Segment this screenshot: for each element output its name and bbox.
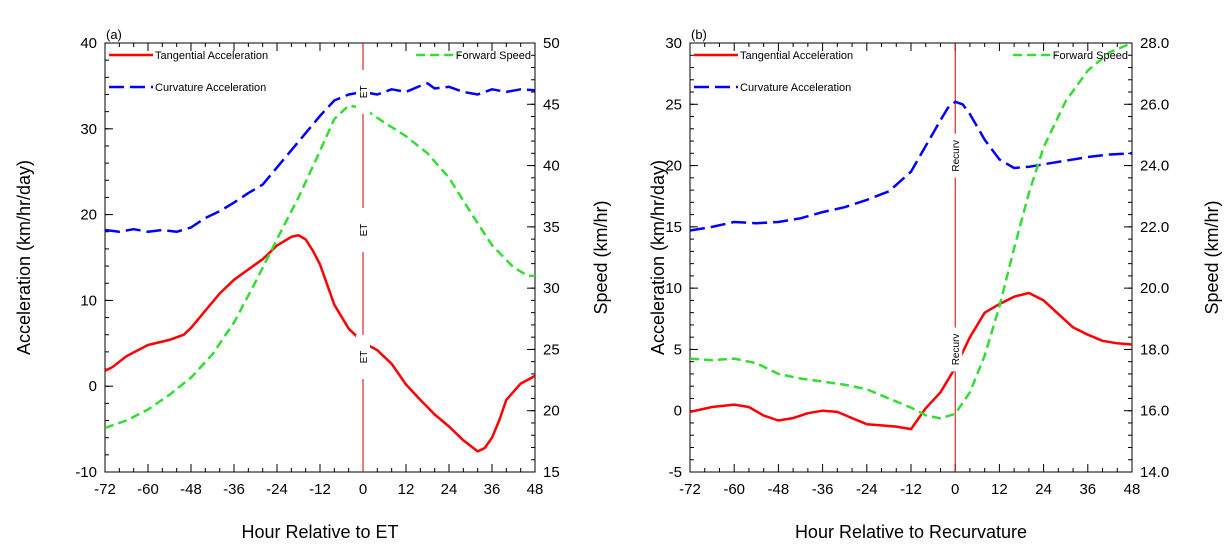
y2-tick-label: 20 bbox=[543, 403, 560, 420]
x-tick-label: -72 bbox=[94, 481, 116, 498]
y2-tick-label: 24.0 bbox=[1140, 158, 1169, 175]
marker-label-bg bbox=[356, 69, 370, 114]
x-tick-label: -60 bbox=[723, 481, 745, 498]
y2-tick-label: 30 bbox=[543, 280, 560, 297]
marker-label-bg bbox=[356, 335, 370, 380]
marker-label-bg bbox=[948, 327, 963, 372]
y-tick-label: 15 bbox=[665, 219, 682, 236]
y2-axis-title: Speed (km/hr) bbox=[591, 200, 611, 314]
x-tick-label: 48 bbox=[1124, 481, 1141, 498]
y-tick-label: 0 bbox=[89, 378, 97, 395]
y2-tick-label: 18.0 bbox=[1140, 341, 1169, 358]
y-tick-label: 20 bbox=[665, 158, 682, 175]
panel-b: -72 -60 -48 -36 -24 -12 0 12 24 36 48 -5 0 5 10 15 20 25 3… bbox=[648, 27, 1222, 542]
x-tick-label: 36 bbox=[484, 481, 501, 498]
y2-tick-label: 16.0 bbox=[1140, 403, 1169, 420]
x-tick-label: 24 bbox=[1035, 481, 1052, 498]
y-tick-label: 20 bbox=[80, 207, 97, 224]
y2-tick-label: 22.0 bbox=[1140, 219, 1169, 236]
legend-label: Curvature Acceleration bbox=[740, 82, 851, 94]
y-tick-label: 40 bbox=[80, 35, 97, 52]
legend-label: Forward Speed bbox=[456, 50, 531, 62]
panel-a: -72 -60 -48 -36 -24 -12 0 12 24 36 48 -10 0 10 20 30 40 1… bbox=[14, 27, 611, 542]
y-tick-label: 10 bbox=[80, 292, 97, 309]
legend-label: Tangential Acceleration bbox=[155, 50, 268, 62]
marker-label: Recurv bbox=[951, 334, 962, 366]
y2-tick-label: 14.0 bbox=[1140, 464, 1169, 481]
x-tick-label: -48 bbox=[768, 481, 790, 498]
x-tick-label: 0 bbox=[359, 481, 367, 498]
series-line-curvature-acceleration bbox=[690, 100, 1132, 232]
panel-label: (b) bbox=[691, 27, 707, 42]
series-line-tangential-acceleration bbox=[105, 233, 535, 453]
y-tick-label: 0 bbox=[674, 403, 682, 420]
marker-label: ET bbox=[359, 224, 370, 237]
x-tick-label: 24 bbox=[441, 481, 458, 498]
marker-label: ET bbox=[359, 86, 370, 99]
y-tick-label: 5 bbox=[674, 341, 682, 358]
legend-label: Tangential Acceleration bbox=[740, 50, 853, 62]
y2-tick-label: 26.0 bbox=[1140, 96, 1169, 113]
y-tick-label: 30 bbox=[665, 35, 682, 52]
x-tick-label: -60 bbox=[137, 481, 159, 498]
marker-label: Recurv bbox=[951, 140, 962, 172]
series-line-tangential-acceleration bbox=[690, 291, 1132, 431]
x-tick-label: 12 bbox=[398, 481, 415, 498]
x-axis-title: Hour Relative to ET bbox=[241, 522, 398, 542]
x-tick-label: -12 bbox=[309, 481, 331, 498]
y-axis-title: Acceleration (km/hr/day) bbox=[648, 160, 668, 355]
x-tick-label: -72 bbox=[679, 481, 701, 498]
y2-tick-label: 40 bbox=[543, 158, 560, 175]
x-axis-title: Hour Relative to Recurvature bbox=[795, 522, 1027, 542]
x-tick-label: 36 bbox=[1079, 481, 1096, 498]
y-tick-label: 25 bbox=[665, 96, 682, 113]
x-tick-label: -12 bbox=[900, 481, 922, 498]
y2-tick-label: 50 bbox=[543, 35, 560, 52]
y2-tick-label: 45 bbox=[543, 96, 560, 113]
x-tick-label: 0 bbox=[951, 481, 959, 498]
y2-tick-label: 28.0 bbox=[1140, 35, 1169, 52]
x-tick-label: -24 bbox=[856, 481, 878, 498]
series-line-curvature-acceleration bbox=[105, 82, 535, 234]
x-tick-label: 12 bbox=[991, 481, 1008, 498]
y-tick-label: -5 bbox=[669, 464, 682, 481]
y2-tick-label: 35 bbox=[543, 219, 560, 236]
y-tick-label: 10 bbox=[665, 280, 682, 297]
x-tick-label: 48 bbox=[527, 481, 544, 498]
x-tick-label: -24 bbox=[266, 481, 288, 498]
marker-label: ET bbox=[359, 351, 370, 364]
y2-axis-title: Speed (km/hr) bbox=[1202, 200, 1222, 314]
x-tick-label: -36 bbox=[223, 481, 245, 498]
marker-label-bg bbox=[356, 208, 370, 253]
y-tick-label: -10 bbox=[75, 464, 97, 481]
marker-label-bg bbox=[948, 133, 963, 178]
x-tick-label: -48 bbox=[180, 481, 202, 498]
legend-label: Curvature Acceleration bbox=[155, 82, 266, 94]
y-tick-label: 30 bbox=[80, 121, 97, 138]
series-line-forward-speed bbox=[690, 43, 1132, 420]
series-line-forward-speed bbox=[105, 104, 535, 430]
panel-label: (a) bbox=[106, 27, 122, 42]
y-axis-title: Acceleration (km/hr/day) bbox=[14, 160, 34, 355]
legend-label: Forward Speed bbox=[1053, 50, 1128, 62]
x-tick-label: -36 bbox=[812, 481, 834, 498]
y2-tick-label: 15 bbox=[543, 464, 560, 481]
y2-tick-label: 25 bbox=[543, 341, 560, 358]
y2-tick-label: 20.0 bbox=[1140, 280, 1169, 297]
